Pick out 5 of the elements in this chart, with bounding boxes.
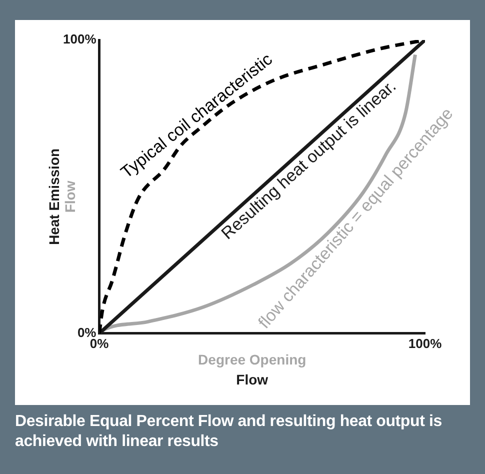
text: Flow xyxy=(236,371,268,388)
x-axis-title: Degree Opening xyxy=(198,351,306,368)
text: Flow xyxy=(62,180,78,213)
text: Desirable Equal Percent Flow and resulting heat output is achieved with linear results xyxy=(15,412,443,452)
y-axis-title: Heat Emission xyxy=(46,148,62,245)
